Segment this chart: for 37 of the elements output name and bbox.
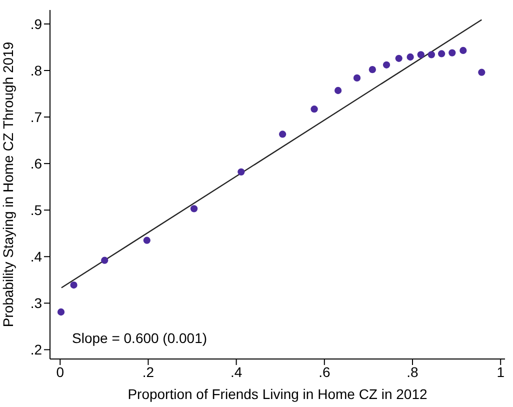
y-tick-label: .4	[30, 248, 42, 265]
point	[438, 50, 446, 58]
y-axis-title: Probability Staying in Home CZ Through 2019	[0, 42, 16, 328]
point	[460, 46, 467, 54]
x-tick-label: .2	[142, 364, 154, 380]
point	[310, 106, 318, 113]
annotation: Slope = 0.600 (0.001)	[72, 330, 208, 346]
point	[70, 281, 78, 289]
x-tick-label: .8	[406, 364, 419, 380]
x-tick-label: 0	[56, 364, 64, 380]
x-tick-label: .6	[318, 364, 330, 380]
point	[368, 66, 376, 74]
y-tick-label: .7	[30, 108, 42, 125]
point	[406, 53, 414, 61]
point	[417, 51, 424, 58]
point	[101, 256, 108, 264]
point	[57, 308, 65, 316]
y-tick-label: .9	[30, 16, 42, 32]
y-tick-label: .2	[30, 342, 42, 358]
x-tick-label: 1	[496, 364, 505, 380]
point	[278, 130, 286, 138]
point	[448, 49, 456, 56]
point	[353, 74, 361, 82]
point	[382, 61, 390, 68]
point	[334, 86, 342, 94]
x-tick-label: .4	[230, 364, 242, 380]
x-axis-title: Proportion of Friends Living in Home CZ in 2012	[128, 386, 428, 402]
point	[238, 168, 245, 176]
y-tick-label: .3	[30, 295, 42, 312]
y-tick-label: .5	[30, 202, 42, 218]
point	[428, 51, 436, 58]
y-tick-label: .8	[30, 62, 42, 78]
point	[478, 68, 486, 76]
y-tick-label: .6	[30, 156, 42, 172]
point	[395, 54, 402, 62]
point	[190, 205, 198, 212]
point	[143, 236, 150, 244]
